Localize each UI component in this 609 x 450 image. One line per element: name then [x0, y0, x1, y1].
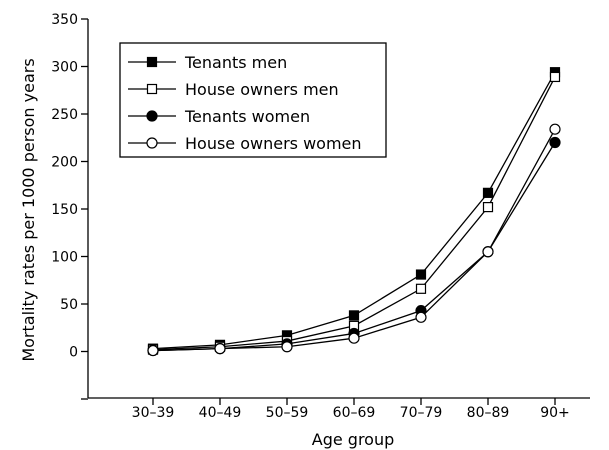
y-tick-label: 350 — [51, 12, 78, 28]
legend-swatch-marker — [146, 137, 158, 149]
x-tick-label: 90+ — [540, 405, 570, 421]
y-tick-label: 150 — [51, 202, 78, 218]
legend-swatch-marker — [146, 83, 158, 95]
y-tick-label: 250 — [51, 107, 78, 123]
data-point-house-owners-women — [415, 311, 427, 323]
y-tick-label: 50 — [60, 297, 78, 313]
legend-items: Tenants men House owners men Tenants women… — [128, 53, 362, 153]
y-tick-label: 0 — [69, 345, 78, 361]
legend-label: House owners women — [185, 134, 362, 153]
data-point-house-owners-women — [281, 341, 293, 353]
data-point-tenants-men — [348, 310, 360, 321]
y-tick-label: 100 — [51, 250, 78, 266]
data-point-tenants-women — [549, 136, 561, 149]
data-point-house-owners-women — [214, 343, 226, 355]
legend-item-house-owners-men: House owners men — [128, 80, 339, 99]
y-axis-title: Mortality rates per 1000 person years — [19, 58, 38, 361]
data-point-house-owners-men — [415, 283, 427, 294]
series-house-owners-women — [147, 123, 561, 357]
y-tick-label: 300 — [51, 60, 78, 76]
legend-swatch-marker — [146, 110, 158, 122]
data-point-house-owners-women — [147, 344, 159, 357]
legend-label: Tenants women — [184, 107, 310, 126]
legend-label: House owners men — [185, 80, 339, 99]
x-tick-label: 50–59 — [266, 405, 309, 421]
x-tick-label: 40–49 — [199, 405, 242, 421]
data-point-house-owners-men — [549, 71, 561, 83]
data-point-house-owners-women — [348, 332, 360, 344]
x-tick-label: 80–89 — [467, 405, 510, 421]
legend-swatch-marker — [146, 56, 158, 68]
legend-label: Tenants men — [184, 53, 287, 72]
data-point-tenants-men — [482, 187, 494, 198]
x-tick-label: 60–69 — [333, 405, 376, 421]
x-axis-title: Age group — [312, 430, 395, 449]
x-ticks: 30–39 40–49 50–59 60–69 70–79 80–89 90+ — [132, 398, 570, 421]
x-tick-label: 30–39 — [132, 405, 175, 421]
legend-item-tenants-men: Tenants men — [128, 53, 287, 72]
series-layer — [147, 67, 561, 357]
data-point-house-owners-women — [482, 246, 494, 258]
legend: Tenants men House owners men Tenants women… — [119, 42, 387, 158]
data-point-house-owners-women — [549, 123, 561, 135]
legend-item-house-owners-women: House owners women — [128, 134, 362, 153]
data-point-house-owners-men — [482, 202, 494, 213]
x-tick-label: 70–79 — [400, 405, 443, 421]
data-point-tenants-men — [415, 269, 427, 280]
y-tick-label: 200 — [51, 155, 78, 171]
legend-item-tenants-women: Tenants women — [128, 107, 310, 126]
y-ticks: 0 50 100 150 200 250 300 350 — [51, 12, 88, 400]
